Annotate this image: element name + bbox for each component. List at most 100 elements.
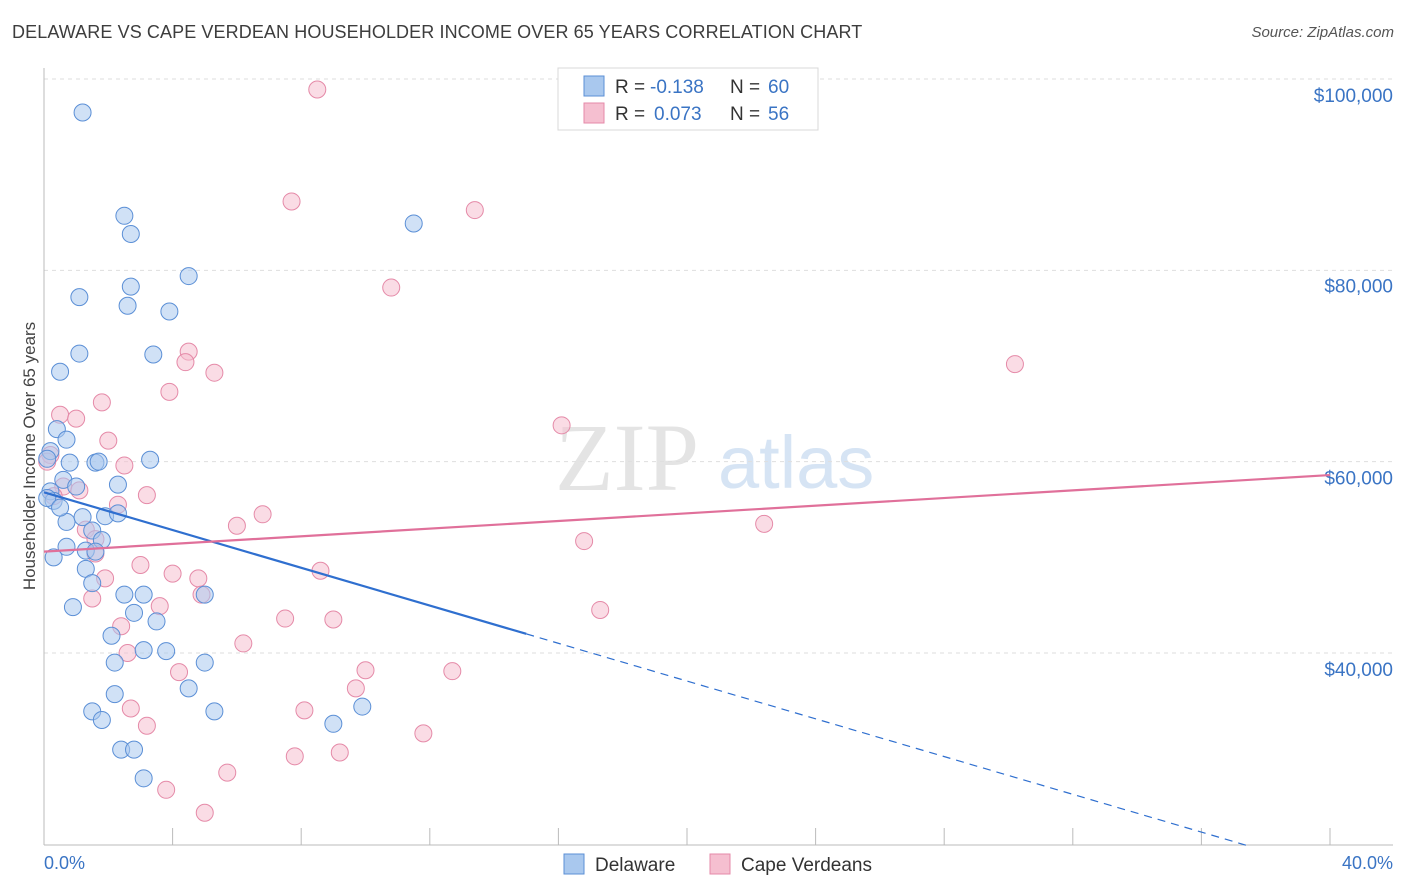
delaware-point — [160, 302, 179, 321]
cape-verdeans-point — [170, 663, 189, 682]
delaware-point — [125, 740, 144, 759]
legend-r-value-delaware: -0.138 — [650, 77, 704, 98]
x-ticks — [172, 828, 1331, 845]
series-legend-swatch-delaware — [563, 853, 585, 875]
delaware-point — [125, 603, 144, 622]
cape-verdeans-point — [227, 516, 246, 535]
watermark: ZIP atlas — [555, 404, 874, 511]
cape-verdeans-point — [282, 192, 301, 211]
delaware-point — [195, 585, 214, 604]
legend-n-label-delaware: N = — [730, 77, 760, 98]
cape-verdeans-point — [218, 763, 237, 782]
cape-verdeans-point — [346, 679, 365, 698]
delaware-point — [179, 679, 198, 698]
delaware-point — [121, 224, 140, 243]
cape-verdeans-trendline — [43, 473, 1331, 553]
delaware-point — [141, 450, 160, 469]
cape-verdeans-point — [67, 409, 86, 428]
delaware-point — [108, 475, 127, 494]
delaware-point — [324, 714, 343, 733]
cape-verdeans-point — [176, 353, 195, 372]
delaware-point — [86, 542, 105, 561]
delaware-points — [38, 103, 423, 788]
legend-r-label-cape-verdeans: R = — [615, 104, 645, 125]
delaware-point — [73, 508, 92, 527]
cape-verdeans-point — [234, 634, 253, 653]
delaware-point — [404, 214, 423, 233]
legend-r-value-cape-verdeans: 0.073 — [654, 104, 702, 125]
delaware-point — [83, 574, 102, 593]
cape-verdeans-point — [308, 80, 327, 99]
cape-verdeans-point — [591, 600, 610, 619]
x-tick-label-max: 40.0% — [1342, 853, 1393, 873]
delaware-point — [57, 430, 76, 449]
delaware-point — [70, 288, 89, 307]
delaware-point — [353, 697, 372, 716]
delaware-trendline — [43, 491, 527, 635]
y-tick-label-1: $60,000 — [1324, 469, 1393, 490]
delaware-point — [134, 641, 153, 660]
cape-verdeans-point — [92, 393, 111, 412]
delaware-point — [105, 653, 124, 672]
delaware-trendline-extrapolated — [526, 633, 1250, 847]
delaware-point — [44, 548, 63, 567]
cape-verdeans-point — [189, 569, 208, 588]
watermark-zip: ZIP — [555, 404, 699, 511]
delaware-point — [134, 585, 153, 604]
chart-source: Source: ZipAtlas.com — [1251, 24, 1394, 41]
series-legend-swatch-cape-verdeans — [709, 853, 731, 875]
trendlines — [43, 473, 1331, 847]
legend-n-value-cape-verdeans: 56 — [768, 104, 789, 125]
delaware-point — [105, 685, 124, 704]
delaware-point — [121, 277, 140, 296]
series-legend: Delaware Cape Verdeans — [563, 853, 872, 876]
y-tick-label-2: $80,000 — [1324, 276, 1393, 297]
delaware-point — [147, 612, 166, 631]
legend-swatch-delaware — [583, 75, 605, 97]
legend-n-label-cape-verdeans: N = — [730, 104, 760, 125]
delaware-point — [38, 449, 57, 468]
chart-title: DELAWARE VS CAPE VERDEAN HOUSEHOLDER INC… — [12, 22, 863, 42]
cape-verdeans-point — [137, 716, 156, 735]
delaware-point — [144, 345, 163, 364]
delaware-point — [51, 498, 70, 517]
cape-verdeans-point — [382, 278, 401, 297]
cape-verdeans-point — [115, 456, 134, 475]
delaware-point — [73, 103, 92, 122]
cape-verdeans-point — [150, 597, 169, 616]
cape-verdeans-point — [205, 363, 224, 382]
gridlines — [44, 78, 1393, 654]
delaware-point — [134, 769, 153, 788]
cape-verdeans-point — [157, 780, 176, 799]
watermark-atlas: atlas — [718, 421, 874, 504]
cape-verdeans-points — [38, 80, 1024, 822]
cape-verdeans-point — [575, 532, 594, 551]
cape-verdeans-point — [160, 382, 179, 401]
cape-verdeans-point — [276, 609, 295, 628]
cape-verdeans-point — [552, 416, 571, 435]
cape-verdeans-point — [1005, 355, 1024, 374]
cape-verdeans-point — [414, 724, 433, 743]
cape-verdeans-point — [137, 486, 156, 505]
x-tick-label-min: 0.0% — [44, 853, 85, 873]
cape-verdeans-point — [99, 431, 118, 450]
delaware-point — [67, 477, 86, 496]
correlation-legend: R = -0.138 N = 60 R = 0.073 N = 56 — [557, 67, 819, 131]
delaware-point — [89, 452, 108, 471]
delaware-point — [157, 642, 176, 661]
delaware-point — [115, 585, 134, 604]
cape-verdeans-point — [356, 661, 375, 680]
delaware-point — [70, 344, 89, 363]
delaware-point — [205, 702, 224, 721]
legend-n-value-delaware: 60 — [768, 77, 789, 98]
delaware-point — [51, 362, 70, 381]
cape-verdeans-point — [465, 201, 484, 220]
cape-verdeans-point — [285, 747, 304, 766]
cape-verdeans-point — [83, 589, 102, 608]
cape-verdeans-point — [163, 564, 182, 583]
series-legend-label-delaware: Delaware — [595, 855, 675, 876]
delaware-point — [179, 267, 198, 286]
delaware-point — [63, 598, 82, 617]
cape-verdeans-point — [295, 701, 314, 720]
